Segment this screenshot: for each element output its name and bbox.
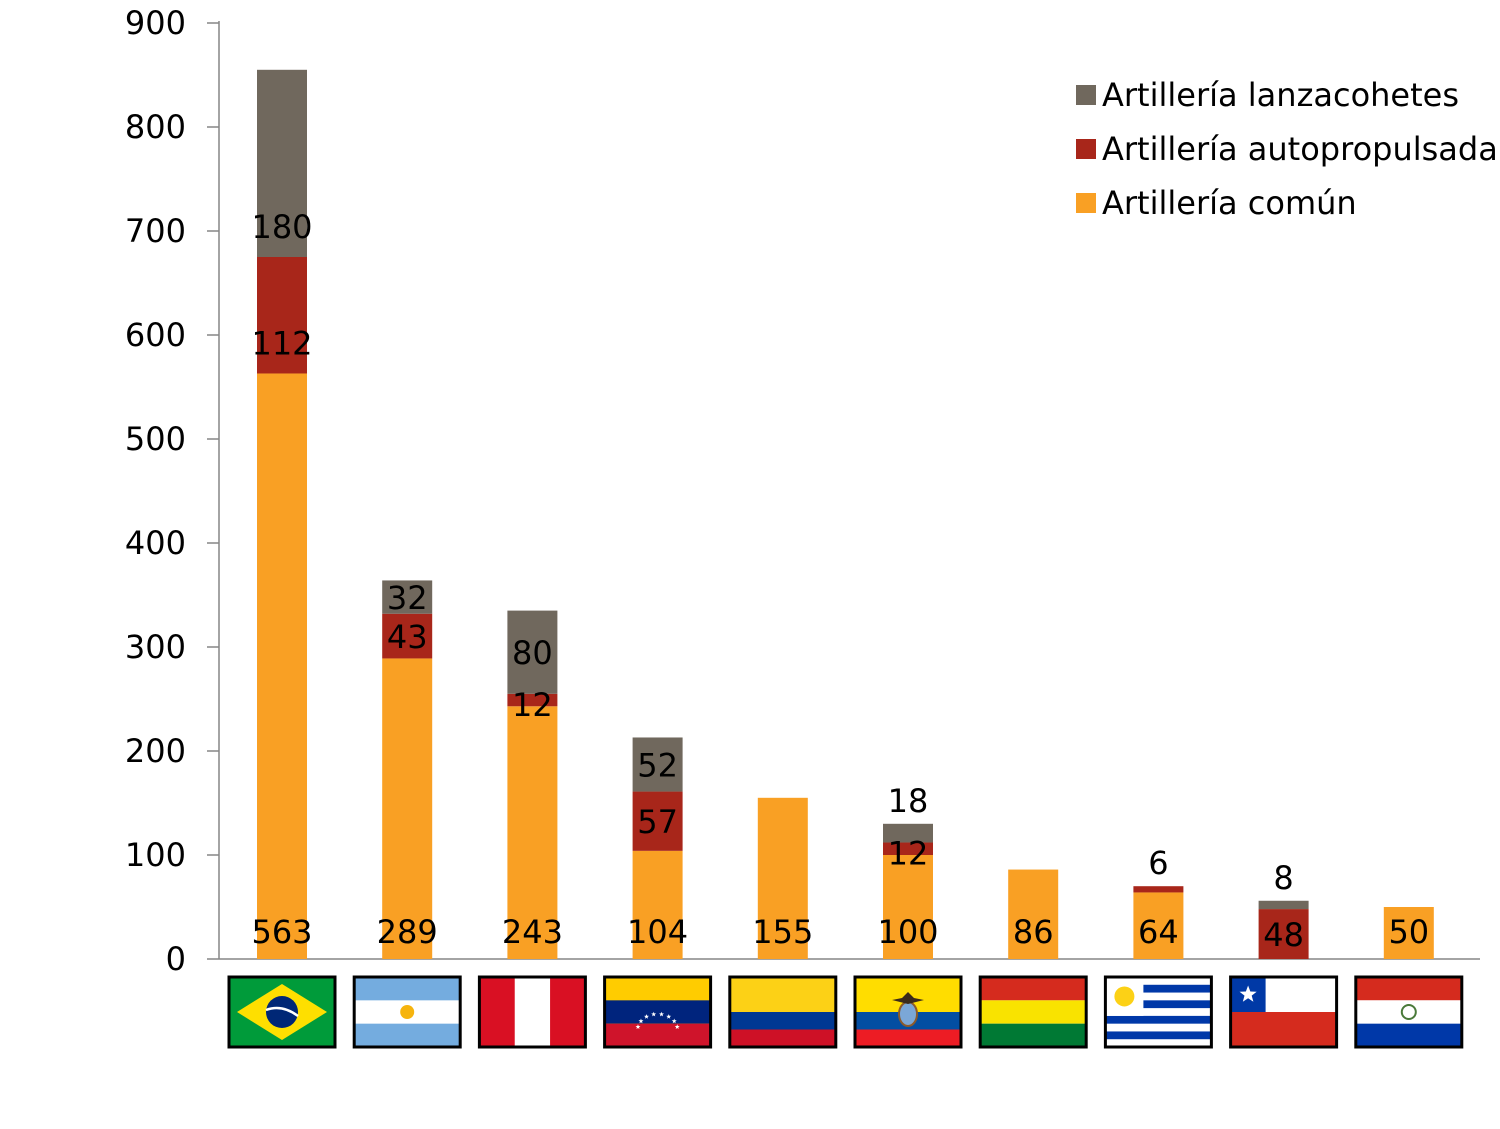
bar-segment: [1383, 907, 1434, 959]
ecuador-flag-icon: [853, 975, 963, 1049]
peru-flag-icon: [477, 975, 587, 1049]
data-label: 100: [877, 913, 938, 951]
bar-segment: [1133, 886, 1184, 893]
bar-segment: [632, 737, 683, 792]
data-label: 180: [251, 208, 312, 246]
venezuela-flag-icon: [603, 975, 713, 1049]
data-label: 18: [888, 782, 929, 820]
data-label: 155: [752, 913, 813, 951]
bar-segment: [382, 658, 433, 959]
paraguay-flag-icon: [1354, 975, 1464, 1049]
data-label: 32: [387, 579, 428, 617]
bar-segment: [382, 580, 433, 614]
data-label: 8: [1273, 859, 1293, 897]
bar-segment: [883, 855, 933, 959]
y-tick-label: 300: [125, 628, 186, 666]
brazil-flag-icon: [227, 975, 337, 1049]
y-tick-label: 600: [125, 316, 186, 354]
argentina-flag-icon: [352, 975, 462, 1049]
bar-segment: [257, 69, 307, 257]
y-tick-label: 100: [125, 836, 186, 874]
bar-segment: [1258, 900, 1309, 910]
legend-swatch: [1076, 193, 1096, 213]
legend-label: Artillería común: [1102, 184, 1357, 222]
data-label: 50: [1388, 913, 1429, 951]
data-label: 43: [387, 618, 428, 656]
data-label: 243: [502, 913, 563, 951]
bar-segment: [507, 706, 558, 959]
chile-flag-icon: [1229, 975, 1339, 1049]
legend-item: Artillería común: [1076, 184, 1357, 222]
bar-segment: [632, 850, 683, 959]
bar-segment: [507, 693, 558, 707]
data-label: 64: [1138, 913, 1179, 951]
legend-swatch: [1076, 139, 1096, 159]
y-tick-label: 900: [125, 4, 186, 42]
legend-item: Artillería autopropulsada: [1076, 130, 1498, 168]
bar-segment: [507, 610, 558, 694]
data-label: 104: [627, 913, 688, 951]
bars-layer: [257, 69, 1434, 960]
legend-swatch: [1076, 85, 1096, 105]
bar-segment: [883, 823, 933, 843]
uruguay-flag-icon: [1103, 975, 1213, 1049]
data-label: 112: [251, 324, 312, 362]
bar-segment: [257, 373, 307, 960]
data-label: 12: [888, 835, 929, 873]
legend-label: Artillería lanzacohetes: [1102, 76, 1459, 114]
legend-item: Artillería lanzacohetes: [1076, 76, 1459, 114]
data-label: 48: [1263, 916, 1304, 954]
data-label: 289: [377, 913, 438, 951]
bar-segment: [1008, 869, 1059, 959]
data-label: 57: [637, 803, 678, 841]
data-label: 563: [251, 913, 312, 951]
y-tick-label: 500: [125, 420, 186, 458]
category-flags: [227, 975, 1464, 1049]
data-label: 12: [512, 686, 553, 724]
colombia-flag-icon: [728, 975, 838, 1049]
y-tick-label: 0: [166, 940, 186, 978]
bar-segment: [382, 613, 433, 659]
bar-segment: [1133, 892, 1184, 959]
legend: Artillería lanzacohetes Artillería autopr…: [1076, 76, 1498, 222]
bar-segment: [632, 791, 683, 851]
legend-label: Artillería autopropulsada: [1102, 130, 1498, 168]
data-label: 80: [512, 634, 553, 672]
data-label: 52: [637, 747, 678, 785]
y-tick-label: 400: [125, 524, 186, 562]
bar-segment: [257, 257, 307, 374]
bar-segment: [883, 842, 933, 855]
axis-layer: 0 100 200 300 400 500 600 700 800 900: [125, 4, 1480, 978]
data-label: 6: [1148, 844, 1168, 882]
bolivia-flag-icon: [978, 975, 1088, 1049]
data-label: 86: [1013, 913, 1054, 951]
bar-segment: [1258, 909, 1309, 959]
y-tick-label: 200: [125, 732, 186, 770]
bar-segment: [757, 797, 808, 959]
y-tick-label: 700: [125, 212, 186, 250]
y-tick-label: 800: [125, 108, 186, 146]
